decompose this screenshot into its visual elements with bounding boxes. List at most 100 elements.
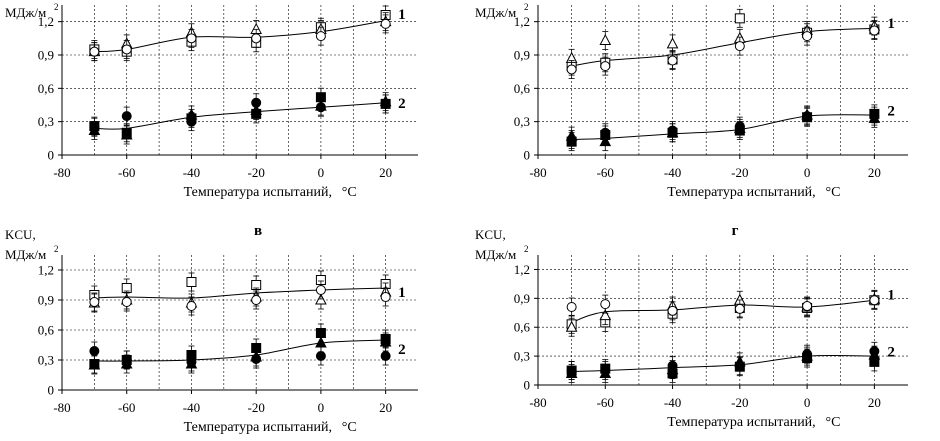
y-tick-label: 0 bbox=[48, 148, 55, 163]
x-axis-label: Температура испытаний, bbox=[184, 185, 332, 200]
series-open-circle bbox=[89, 14, 391, 62]
chart-panel-g: 0 0,3 0,6 0,9 1,2 -80 -60 -40 -20 0 20 KCU, МДж/м 2 Те… bbox=[470, 220, 940, 441]
data-point-filled-circle bbox=[869, 111, 880, 122]
y-axis-label-sup: 2 bbox=[524, 2, 529, 12]
data-point-filled-circle bbox=[802, 349, 813, 360]
data-point-open-circle bbox=[315, 285, 326, 295]
chart-panel-a: 0 0,3 0,6 0,9 1,2 -80 -60 -40 -20 0 20 МДж/м 2 Темпер… bbox=[0, 0, 470, 215]
y-tick-label: 0,6 bbox=[514, 320, 531, 335]
y-tick-label: 0 bbox=[48, 383, 55, 398]
series-open-square bbox=[566, 8, 880, 76]
x-tick-label: -80 bbox=[53, 165, 70, 180]
data-point-open-triangle bbox=[565, 320, 578, 332]
data-point-open-triangle bbox=[599, 309, 612, 321]
y-tick-label: 0,3 bbox=[514, 349, 530, 364]
series-filled-circle bbox=[89, 93, 391, 137]
data-point-filled-circle bbox=[121, 355, 132, 365]
panel-title: г bbox=[732, 223, 739, 239]
trend-curve-2 bbox=[94, 339, 386, 362]
data-point-filled-circle bbox=[380, 351, 391, 361]
series-filled-triangle bbox=[565, 105, 881, 152]
y-tick-label: 0,9 bbox=[514, 48, 530, 63]
x-tick-label: -60 bbox=[597, 395, 614, 410]
data-point-open-circle bbox=[186, 33, 197, 44]
x-tick-label: 20 bbox=[868, 395, 881, 410]
curve-label-1: 1 bbox=[887, 287, 895, 303]
data-point-filled-circle bbox=[251, 97, 262, 108]
x-tick-label: -60 bbox=[118, 400, 135, 415]
data-point-open-triangle bbox=[599, 33, 612, 46]
data-point-open-circle bbox=[566, 64, 577, 75]
y-tick-label: 0,6 bbox=[38, 81, 55, 96]
grid bbox=[62, 255, 418, 390]
series-open-circle bbox=[89, 280, 391, 316]
data-point-open-circle bbox=[89, 46, 100, 57]
series-open-triangle bbox=[88, 12, 392, 62]
x-tick-label: -40 bbox=[183, 400, 200, 415]
y-tick-label: 0,9 bbox=[38, 48, 54, 63]
series-filled-square bbox=[89, 323, 391, 374]
y-axis-label-units: МДж/м bbox=[475, 5, 516, 20]
series-filled-triangle bbox=[88, 332, 392, 375]
x-axis-label: Температура испытаний, bbox=[667, 415, 815, 430]
data-point-open-circle bbox=[315, 31, 326, 42]
curve-label-2: 2 bbox=[398, 96, 406, 112]
data-point-filled-circle bbox=[869, 346, 880, 357]
curve-label-2: 2 bbox=[887, 104, 895, 120]
data-point-filled-circle bbox=[315, 351, 326, 361]
series-open-triangle bbox=[565, 289, 881, 337]
series-open-square bbox=[89, 270, 391, 305]
trend-curve-2 bbox=[571, 114, 875, 140]
x-tick-label: -60 bbox=[597, 165, 614, 180]
y-axis-label-quantity: KCU, bbox=[475, 227, 506, 242]
y-axis-label-units: МДж/м bbox=[5, 247, 46, 262]
data-point-filled-circle bbox=[600, 127, 611, 138]
x-tick-label: -60 bbox=[118, 165, 135, 180]
y-axis-label-sup: 2 bbox=[524, 244, 529, 254]
data-point-filled-circle bbox=[121, 111, 132, 122]
data-point-filled-circle bbox=[566, 134, 577, 145]
x-tick-label: -20 bbox=[731, 395, 748, 410]
curve-label-1: 1 bbox=[398, 7, 406, 23]
x-axis-label: Температура испытаний, bbox=[667, 185, 815, 200]
data-point-filled-circle bbox=[315, 102, 326, 113]
y-axis-label-sup: 2 bbox=[54, 244, 59, 254]
y-tick-label: 0,9 bbox=[514, 291, 530, 306]
y-tick-label: 0,6 bbox=[514, 81, 531, 96]
x-tick-label: 20 bbox=[868, 165, 881, 180]
chart-svg-b: 0 0,3 0,6 0,9 1,2 -80 -60 -40 -20 0 20 МДж/м 2 Темпер… bbox=[475, 2, 908, 200]
x-tick-label: 20 bbox=[379, 165, 392, 180]
data-point-filled-circle bbox=[566, 365, 577, 376]
y-tick-label: 0,3 bbox=[38, 114, 54, 129]
chart-panel-v: 0 0,3 0,6 0,9 1,2 -80 -60 -40 -20 0 20 KCU, МДж/м 2 Те… bbox=[0, 220, 470, 441]
y-tick-label: 1,2 bbox=[38, 14, 54, 29]
data-point-filled-circle bbox=[186, 357, 197, 367]
data-point-open-circle bbox=[600, 299, 611, 310]
y-axis-label-sup: 2 bbox=[54, 2, 59, 12]
data-point-open-circle bbox=[667, 305, 678, 316]
series-open-square bbox=[89, 5, 391, 62]
x-tick-label: -40 bbox=[183, 165, 200, 180]
y-tick-label: 0 bbox=[524, 148, 531, 163]
chart-svg-v: 0 0,3 0,6 0,9 1,2 -80 -60 -40 -20 0 20 KCU, МДж/м 2 Те… bbox=[5, 223, 418, 435]
data-point-filled-circle bbox=[667, 360, 678, 371]
y-tick-label: 0,3 bbox=[514, 114, 530, 129]
series-filled-circle bbox=[566, 341, 880, 380]
trend-curve-1 bbox=[94, 287, 386, 299]
x-axis-unit: °С bbox=[342, 420, 357, 435]
grid bbox=[538, 5, 908, 155]
data-point-filled-circle bbox=[89, 346, 100, 356]
series-filled-triangle bbox=[565, 345, 881, 383]
data-point-open-square bbox=[186, 277, 197, 287]
panel-title: в bbox=[254, 223, 262, 239]
data-point-open-circle bbox=[186, 301, 197, 311]
data-point-filled-triangle bbox=[120, 128, 133, 140]
x-tick-label: -20 bbox=[731, 165, 748, 180]
data-point-filled-circle bbox=[667, 125, 678, 136]
series-open-circle bbox=[566, 21, 880, 79]
series-open-circle bbox=[566, 290, 880, 321]
x-tick-label: 20 bbox=[379, 400, 392, 415]
data-point-filled-circle bbox=[251, 354, 262, 364]
trend-curve-2 bbox=[571, 354, 875, 373]
data-point-open-square bbox=[734, 13, 745, 24]
